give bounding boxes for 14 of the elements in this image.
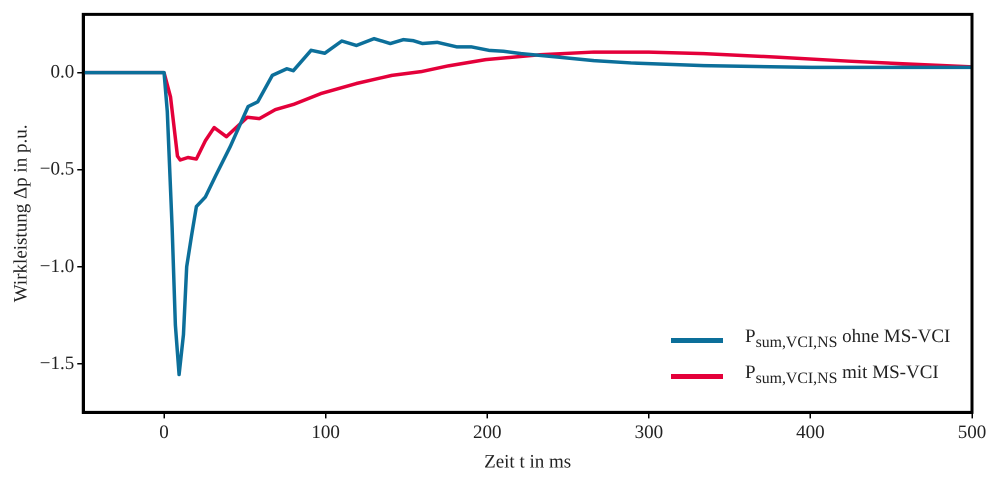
x-tick-label: 300 (634, 422, 664, 443)
y-axis-title: Wirkleistung Δp in p.u. (10, 124, 32, 302)
y-tick-label: −0.5 (40, 158, 74, 180)
legend-label: P$_{sum,VCI,NS}$ mit MS-VCI (745, 361, 939, 389)
y-tick-label: −1.5 (40, 352, 74, 374)
y-tick-label: 0.0 (50, 62, 74, 83)
x-axis-title: Zeit t in ms (484, 452, 572, 473)
x-tick-label: 200 (472, 422, 502, 443)
x-tick-label: 400 (796, 422, 825, 443)
x-tick-label: 100 (311, 422, 340, 443)
x-tick-label: 0 (159, 422, 169, 443)
y-tick-label: −1.0 (40, 256, 74, 277)
x-tick-label: 500 (958, 422, 986, 443)
legend-label: P$_{sum,VCI,NS}$ ohne MS-VCI (745, 325, 950, 354)
